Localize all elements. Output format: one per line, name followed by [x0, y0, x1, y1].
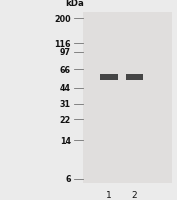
Text: 1: 1	[106, 190, 112, 199]
Text: 116: 116	[54, 40, 71, 49]
Text: 44: 44	[60, 84, 71, 93]
Text: kDa: kDa	[65, 0, 84, 8]
Bar	[126, 74, 143, 81]
Text: 2: 2	[132, 190, 137, 199]
Text: 14: 14	[60, 136, 71, 145]
Text: 200: 200	[54, 15, 71, 24]
Text: 31: 31	[60, 100, 71, 109]
Text: 66: 66	[60, 65, 71, 74]
Text: 22: 22	[59, 115, 71, 124]
Text: 97: 97	[60, 48, 71, 57]
Bar	[100, 74, 118, 81]
Bar	[83, 13, 172, 183]
Text: 6: 6	[65, 175, 71, 184]
